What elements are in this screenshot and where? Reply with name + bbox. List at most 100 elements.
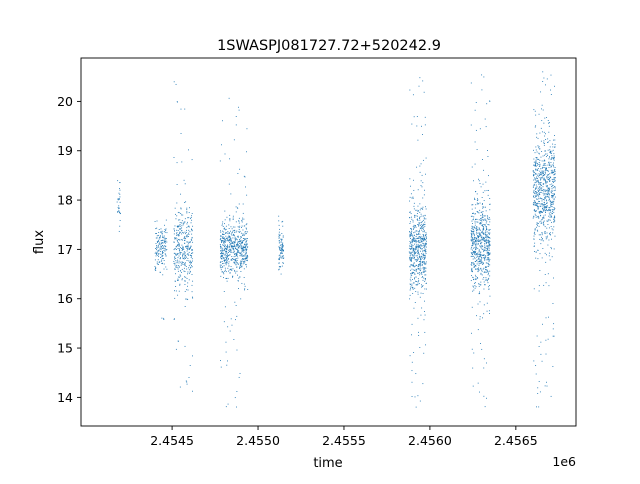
data-point — [540, 172, 541, 173]
data-point — [540, 197, 541, 199]
data-point — [234, 242, 236, 244]
data-point — [154, 252, 156, 254]
data-point — [165, 253, 167, 255]
data-point — [282, 255, 284, 257]
data-point — [485, 230, 486, 232]
data-point — [230, 249, 232, 251]
data-point — [240, 264, 242, 266]
data-point — [177, 244, 178, 246]
data-point — [414, 231, 416, 233]
data-point — [229, 272, 231, 274]
data-point — [548, 316, 549, 318]
data-point — [240, 236, 242, 237]
data-point — [161, 242, 163, 244]
data-point — [227, 258, 229, 259]
data-point — [239, 252, 241, 254]
data-point — [411, 257, 413, 259]
data-point — [409, 294, 411, 296]
data-point — [240, 252, 241, 254]
data-point — [539, 177, 541, 179]
data-point — [234, 261, 236, 263]
data-point — [409, 243, 411, 245]
data-point — [223, 249, 225, 251]
data-point — [235, 258, 237, 260]
data-point — [164, 250, 166, 252]
data-point — [420, 248, 422, 249]
data-point — [553, 166, 555, 168]
data-point — [536, 158, 538, 160]
data-point — [183, 221, 185, 223]
data-point — [278, 246, 280, 248]
data-point — [489, 253, 491, 255]
data-point — [482, 255, 484, 256]
data-point — [544, 205, 545, 207]
data-point — [224, 241, 225, 243]
data-point — [480, 243, 482, 245]
data-point — [238, 220, 239, 222]
data-point — [554, 135, 555, 136]
data-point — [474, 243, 476, 245]
data-point — [488, 310, 490, 312]
data-point — [543, 199, 545, 201]
data-point — [230, 240, 232, 242]
data-point — [173, 241, 175, 243]
data-point — [162, 246, 164, 248]
data-point — [191, 219, 193, 221]
data-point — [222, 236, 223, 238]
data-point — [179, 266, 180, 268]
data-point — [413, 262, 415, 264]
data-point — [542, 190, 543, 192]
data-point — [534, 161, 536, 163]
data-point — [551, 216, 553, 218]
data-point — [488, 258, 489, 260]
data-point — [533, 209, 535, 211]
data-point — [241, 219, 243, 221]
data-point — [187, 241, 189, 243]
data-point — [538, 113, 540, 115]
data-point — [414, 253, 416, 255]
data-point — [179, 239, 181, 241]
data-point — [549, 209, 551, 211]
data-point — [226, 255, 228, 257]
data-point — [191, 249, 193, 250]
data-point — [550, 203, 552, 205]
data-point — [549, 156, 550, 158]
data-point — [245, 253, 247, 255]
data-point — [536, 203, 538, 205]
data-point — [553, 218, 554, 220]
data-point — [416, 281, 418, 282]
data-point — [536, 186, 538, 188]
data-point — [552, 171, 554, 173]
data-point — [553, 323, 555, 325]
data-point — [425, 235, 426, 236]
data-point — [188, 229, 190, 231]
data-point — [536, 169, 538, 171]
data-point — [236, 244, 238, 246]
data-point — [165, 219, 167, 221]
data-point — [546, 176, 548, 178]
data-point — [247, 260, 248, 262]
data-point — [191, 236, 193, 238]
data-point — [232, 276, 233, 278]
data-point — [419, 266, 421, 268]
data-point — [418, 256, 420, 258]
data-point — [157, 234, 159, 236]
data-point — [486, 237, 488, 239]
data-point — [220, 256, 222, 257]
data-point — [537, 207, 539, 209]
data-point — [412, 287, 414, 289]
data-point — [411, 245, 413, 247]
data-point — [235, 255, 237, 257]
data-point — [233, 241, 235, 243]
data-point — [548, 131, 550, 133]
data-point — [224, 227, 226, 229]
data-point — [474, 224, 476, 226]
data-point — [176, 232, 178, 234]
data-point — [472, 252, 474, 254]
data-point — [175, 218, 177, 220]
data-point — [549, 189, 551, 191]
data-point — [414, 265, 416, 267]
data-point — [417, 220, 419, 221]
data-point — [243, 175, 245, 177]
data-point — [554, 85, 555, 87]
